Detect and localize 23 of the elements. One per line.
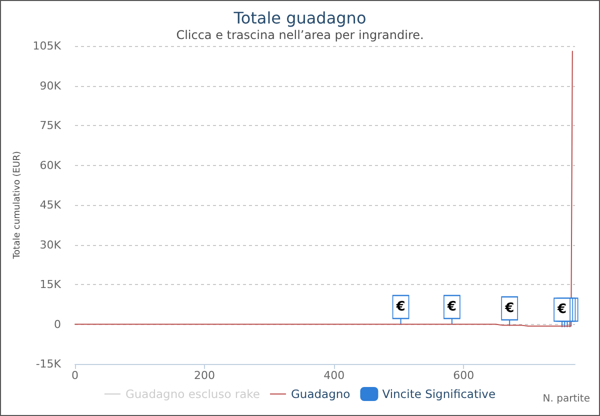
legend-label: Vincite Significative — [382, 387, 496, 401]
y-tick-label: -15K — [36, 358, 62, 370]
y-tick-label: 60K — [40, 158, 62, 172]
y-tick-label: 90K — [40, 79, 62, 92]
y-axis-title: Totale cumulativo (EUR) — [12, 151, 22, 260]
x-tick-label: 0 — [72, 369, 78, 382]
chart-title: Totale guadagno — [232, 8, 366, 28]
x-tick-label: 600 — [453, 369, 474, 382]
x-tick-label: 400 — [324, 369, 345, 382]
y-tick-label: 15K — [40, 278, 62, 291]
y-tick-label: 30K — [40, 238, 62, 252]
y-tick-label: 0 — [54, 318, 61, 331]
x-tick-label: 200 — [194, 369, 216, 382]
data-label: € — [446, 300, 456, 315]
data-label: € — [395, 300, 406, 315]
x-axis-title: N. partite — [542, 394, 590, 404]
chart-subtitle: Clicca e trascina nell’area per ingrandire. — [176, 28, 424, 42]
y-tick-label: 75K — [40, 119, 62, 132]
y-tick-label: 105K — [32, 40, 62, 52]
data-label: € — [504, 300, 514, 316]
data-label: € — [556, 302, 567, 318]
legend-label: Guadagno — [290, 387, 350, 401]
y-tick-label: 45K — [40, 198, 62, 212]
